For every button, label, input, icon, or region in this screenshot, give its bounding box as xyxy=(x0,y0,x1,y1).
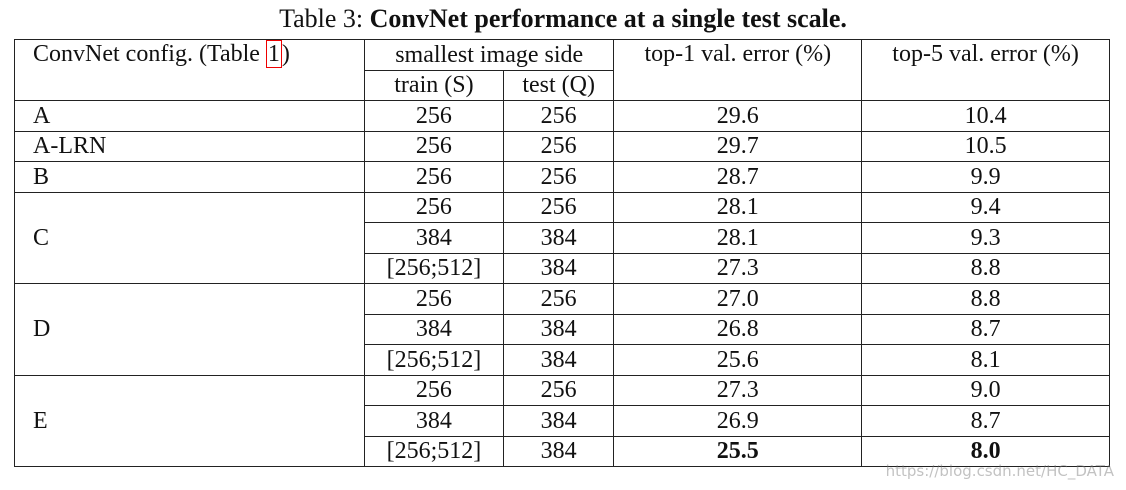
table-row: D 256 256 27.0 8.8 xyxy=(14,283,1110,376)
value-cell: 25.5 xyxy=(613,435,863,467)
value-cell: 9.4 xyxy=(861,191,1110,223)
value-cell: 10.5 xyxy=(861,130,1110,162)
value-cell: 256 xyxy=(502,130,615,162)
table-row: [256;512] 384 25.6 8.1 xyxy=(15,344,1110,376)
value-cell: 256 xyxy=(363,374,504,406)
value-cell: 384 xyxy=(502,222,615,254)
value-cell: [256;512] xyxy=(363,344,504,376)
value-cell: 384 xyxy=(502,405,615,437)
value-cell: 256 xyxy=(502,191,615,223)
value-cell: 8.0 xyxy=(861,435,1110,467)
value-cell: 29.6 xyxy=(613,100,863,132)
table-row: A 256 256 29.6 10.4 xyxy=(14,100,1110,132)
value-cell: 27.0 xyxy=(613,283,863,315)
value-cell: 27.3 xyxy=(613,252,863,284)
value-cell: 8.7 xyxy=(861,405,1110,437)
value-cell: 256 xyxy=(363,161,504,193)
header-cell: train (S) xyxy=(363,69,504,101)
config-cell: A xyxy=(14,100,365,132)
value-cell: 256 xyxy=(363,283,504,315)
caption-text: ConvNet performance at a single test sca… xyxy=(369,4,847,33)
config-cell: C xyxy=(14,191,365,284)
value-cell: 256 xyxy=(502,374,615,406)
value-cell: 256 xyxy=(363,130,504,162)
table-row: A-LRN 256 256 29.7 10.5 xyxy=(14,130,1110,162)
watermark: https://blog.csdn.net/HC_DATA xyxy=(885,462,1114,480)
value-cell: 384 xyxy=(502,252,615,284)
header-cell: smallest image side xyxy=(363,39,615,71)
value-cell: 256 xyxy=(502,161,615,193)
value-cell: 26.8 xyxy=(613,313,863,345)
value-cell: 28.1 xyxy=(613,191,863,223)
value-cell: [256;512] xyxy=(363,435,504,467)
config-cell: B xyxy=(14,161,365,193)
value-cell: 8.8 xyxy=(861,252,1110,284)
value-cell: 8.8 xyxy=(861,283,1110,315)
table-row: E 256 256 27.3 9.0 xyxy=(14,374,1110,467)
config-cell: A-LRN xyxy=(14,130,365,162)
value-cell: 27.3 xyxy=(613,374,863,406)
value-cell: 256 xyxy=(502,100,615,132)
header-cell: ConvNet config. (Table 1) xyxy=(14,39,365,101)
value-cell: [256;512] xyxy=(363,252,504,284)
value-cell: 25.6 xyxy=(613,344,863,376)
caption-label: Table 3: xyxy=(279,4,364,33)
value-cell: 384 xyxy=(502,313,615,345)
table-row: 384 384 26.8 8.7 xyxy=(15,313,1110,345)
table-row: B 256 256 28.7 9.9 xyxy=(14,161,1110,193)
table-row: C 256 256 28.1 9.4 xyxy=(14,191,1110,284)
value-cell: 8.7 xyxy=(861,313,1110,345)
value-cell: 28.1 xyxy=(613,222,863,254)
value-cell: 256 xyxy=(502,283,615,315)
value-cell: 28.7 xyxy=(613,161,863,193)
value-cell: 256 xyxy=(363,191,504,223)
table-row: [256;512] 384 25.5 8.0 xyxy=(15,435,1110,467)
header-text: ) xyxy=(281,41,290,67)
results-table: ConvNet config. (Table 1) smallest image … xyxy=(14,39,1110,467)
value-cell: 384 xyxy=(502,344,615,376)
value-cell: 26.9 xyxy=(613,405,863,437)
header-cell: top-1 val. error (%) xyxy=(613,39,863,101)
value-cell: 256 xyxy=(363,100,504,132)
value-cell: 29.7 xyxy=(613,130,863,162)
value-cell: 10.4 xyxy=(861,100,1110,132)
value-cell: 9.9 xyxy=(861,161,1110,193)
value-cell: 384 xyxy=(363,313,504,345)
value-cell: 384 xyxy=(363,405,504,437)
header-cell: test (Q) xyxy=(502,69,615,101)
value-cell: 384 xyxy=(502,435,615,467)
header-row: train (S) test (Q) xyxy=(15,69,1110,101)
header-text: ConvNet config. (Table xyxy=(33,41,260,67)
config-cell: D xyxy=(14,283,365,376)
caption: Table 3: ConvNet performance at a single… xyxy=(0,4,1126,34)
value-cell: 8.1 xyxy=(861,344,1110,376)
config-cell: E xyxy=(14,374,365,467)
header-cell: top-5 val. error (%) xyxy=(861,39,1110,101)
header-row: ConvNet config. (Table 1) smallest image … xyxy=(14,39,1110,101)
value-cell: 384 xyxy=(363,222,504,254)
table-ref-link[interactable]: 1 xyxy=(265,40,282,68)
table-row: 384 384 26.9 8.7 xyxy=(15,405,1110,437)
value-cell: 9.0 xyxy=(861,374,1110,406)
value-cell: 9.3 xyxy=(861,222,1110,254)
